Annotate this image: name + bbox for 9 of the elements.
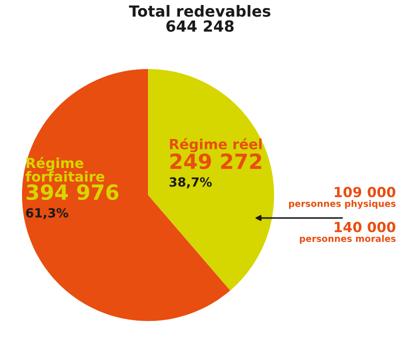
data-label: 394 976 61,3% — [26, 184, 118, 220]
data-label: 249 272 38,7% — [170, 153, 262, 188]
slice-label: Régime réel — [170, 138, 262, 152]
slice-label: Régime forfaitaire — [26, 156, 104, 182]
chart-title: Total redevables — [128, 5, 270, 17]
chart-subtitle: 644 248 — [166, 20, 234, 32]
pie-slice — [148, 68, 274, 290]
text: 140 000 personnes morales — [300, 222, 396, 244]
text: 109 000 personnes physiques — [289, 186, 396, 209]
